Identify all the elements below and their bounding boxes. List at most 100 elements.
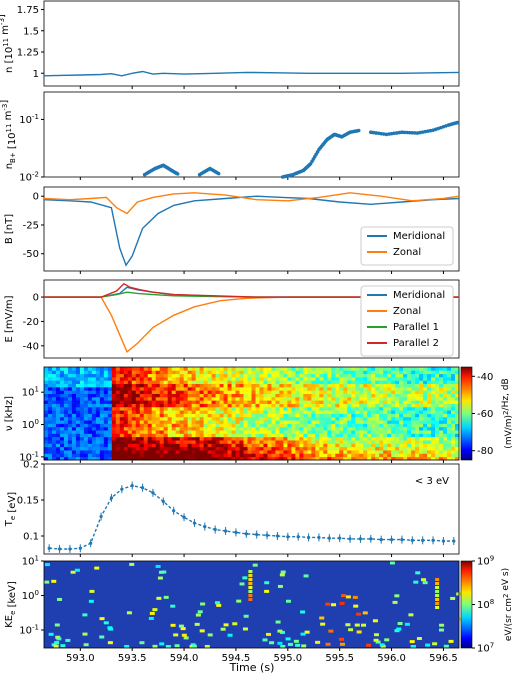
spectrogram-cell (83, 426, 89, 431)
spectrogram-cell (44, 413, 49, 418)
spectrogram-cell (75, 403, 81, 408)
spectrogram-cell (155, 393, 161, 398)
spectrogram-cell (139, 370, 145, 375)
spectrogram-cell (439, 400, 444, 404)
spectrogram-cell (251, 440, 256, 444)
spectrogram-cell (91, 436, 97, 441)
spectrogram-cell (435, 440, 440, 444)
spectrogram-cell (311, 413, 316, 418)
spectrogram-cell (423, 450, 428, 454)
spectrogram-cell (347, 443, 352, 448)
spectrogram-cell (267, 416, 272, 421)
spectrogram-cell (419, 450, 424, 454)
spectrogram-cell (83, 390, 89, 394)
energy-hit (277, 641, 283, 645)
spectrogram-cell (275, 416, 280, 421)
spectrogram-cell (75, 396, 81, 401)
spectrogram-cell (391, 373, 396, 378)
spectrogram-cell (55, 446, 61, 451)
spectrogram-cell (323, 456, 328, 461)
spectrogram-cell (59, 453, 65, 458)
spectrogram-cell (399, 380, 404, 385)
spectrogram-cell (235, 446, 240, 451)
spectrogram-cell (315, 410, 320, 414)
spectrogram-cell (67, 403, 73, 408)
spectrogram-cell (331, 446, 336, 451)
spectrogram-cell (443, 406, 448, 411)
spectrogram-cell (119, 450, 125, 454)
spectrogram-cell (227, 380, 232, 385)
spectrogram-cell (295, 386, 300, 391)
spectrogram-cell (375, 420, 380, 424)
spectrogram-cell (227, 440, 232, 444)
spectrogram-cell (259, 433, 264, 438)
spectrogram-cell (159, 433, 165, 438)
spectrogram-cell (239, 456, 244, 461)
spectrogram-cell (279, 376, 284, 381)
spectrogram-cell (439, 413, 444, 418)
spectrogram-cell (219, 423, 224, 428)
spectrogram-cell (171, 440, 177, 444)
energy-hit (248, 586, 253, 589)
spectrogram-cell (155, 386, 161, 391)
spectrogram-cell (439, 380, 444, 385)
spectrogram-cell (227, 426, 232, 431)
spectrogram-cell (123, 370, 129, 375)
spectrogram-cell (291, 396, 296, 401)
spectrogram-cell (431, 433, 436, 438)
spectrogram-cell (63, 373, 69, 378)
spectrogram-cell (223, 443, 228, 448)
spectrogram-cell (79, 456, 85, 461)
spectrogram-cell (127, 376, 133, 381)
spectrogram-cell (443, 440, 448, 444)
spectrogram-cell (375, 410, 380, 414)
spectrogram-cell (79, 393, 85, 398)
spectrogram-cell (71, 433, 77, 438)
spectrogram-cell (375, 426, 380, 431)
spectrogram-cell (339, 376, 344, 381)
spectrogram-cell (343, 373, 348, 378)
spectrogram-cell (455, 390, 460, 394)
spectrogram-cell (155, 450, 161, 454)
spectrogram-cell (331, 383, 336, 388)
spectrogram-cell (151, 446, 157, 451)
data-point (306, 535, 311, 540)
spectrogram-cell (67, 376, 73, 381)
spectrogram-cell (219, 426, 224, 431)
spectrogram-cell (275, 446, 280, 451)
spectrogram-cell (47, 380, 53, 385)
spectrogram-cell (139, 436, 145, 441)
energy-hit (232, 622, 238, 626)
spectrogram-cell (447, 416, 452, 421)
spectrogram-cell (427, 373, 432, 378)
spectrogram-cell (443, 380, 448, 385)
spectrogram-cell (363, 403, 368, 408)
spectrogram-cell (235, 423, 240, 428)
spectrogram-cell (447, 440, 452, 444)
spectrogram-cell (291, 420, 296, 424)
spectrogram-cell (367, 433, 372, 438)
spectrogram-cell (203, 456, 209, 461)
spectrogram-cell (343, 430, 348, 434)
spectrogram-cell (331, 393, 336, 398)
spectrogram-cell (295, 443, 300, 448)
spectrogram-cell (131, 386, 137, 391)
spectrogram-cell (95, 396, 101, 401)
spectrogram-cell (47, 396, 53, 401)
spectrogram-cell (291, 373, 296, 378)
spectrogram-cell (327, 450, 332, 454)
spectrogram-cell (155, 433, 161, 438)
spectrogram-cell (331, 430, 336, 434)
spectrogram-cell (319, 446, 324, 451)
spectrogram-cell (319, 396, 324, 401)
spectrogram-cell (103, 430, 109, 434)
spectrogram-cell (423, 403, 428, 408)
spectrogram-cell (127, 390, 133, 394)
spectrogram-cell (67, 400, 73, 404)
spectrogram-cell (327, 413, 332, 418)
spectrogram-cell (411, 436, 416, 441)
spectrogram-cell (455, 436, 460, 441)
spectrogram-cell (175, 386, 181, 391)
spectrogram-cell (311, 430, 316, 434)
spectrogram-cell (331, 450, 336, 454)
